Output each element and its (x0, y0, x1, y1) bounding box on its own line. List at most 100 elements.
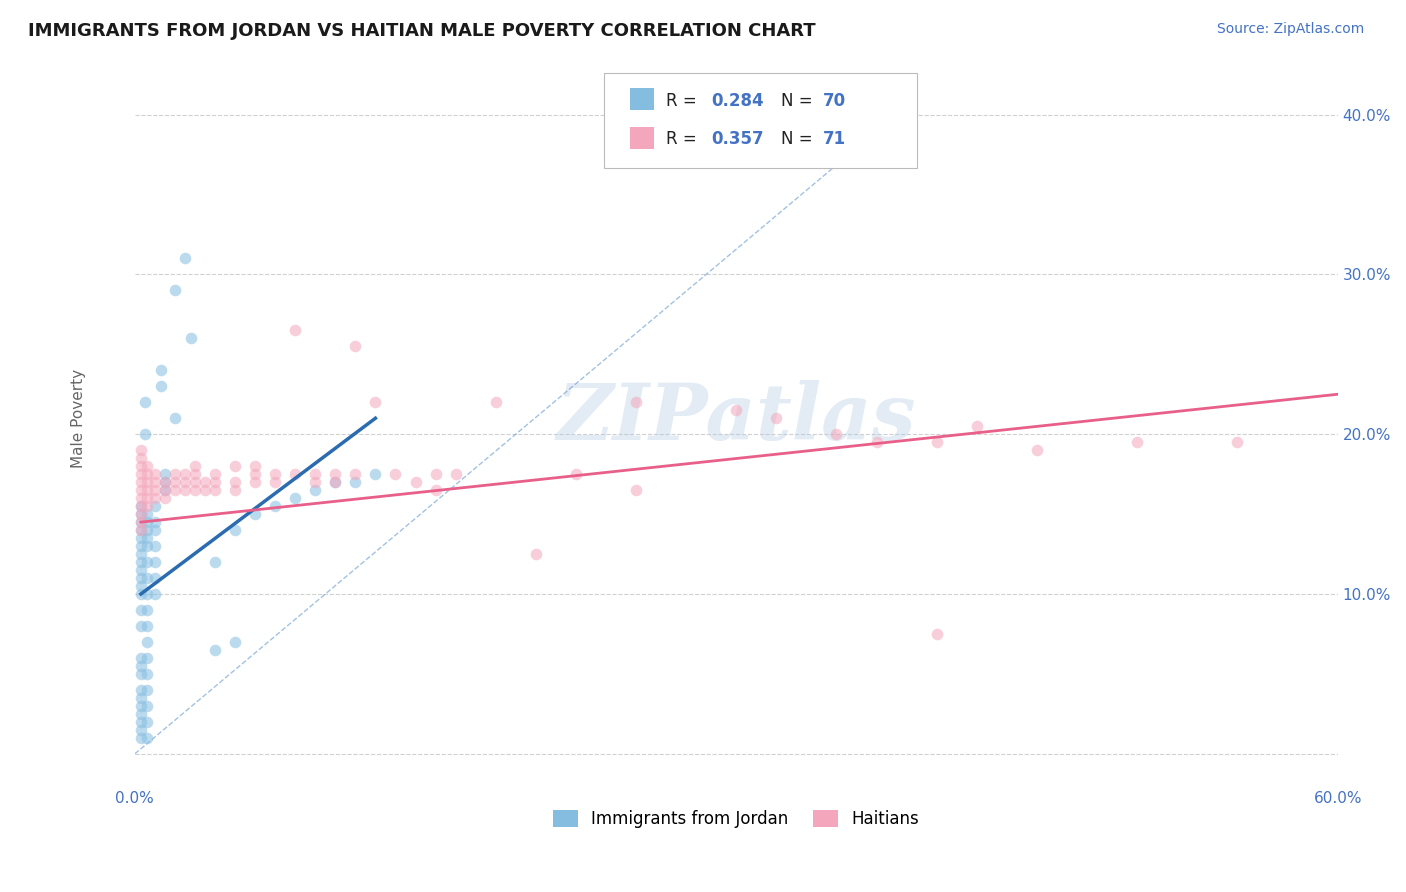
Point (129, 491, 152, 505)
Point (323, 475, 346, 490)
Point (163, 483, 186, 497)
Point (135, 515, 157, 529)
Point (224, 523, 246, 537)
Point (264, 475, 287, 490)
Point (624, 395, 647, 409)
Point (153, 475, 176, 490)
Point (1226, 435, 1249, 450)
Point (153, 475, 176, 490)
Point (224, 483, 246, 497)
Point (129, 507, 152, 521)
Point (425, 483, 447, 497)
Point (243, 507, 266, 521)
Point (284, 491, 307, 505)
Point (925, 435, 948, 450)
Point (149, 379, 172, 393)
Point (364, 467, 387, 482)
Point (129, 619, 152, 633)
Point (344, 475, 367, 490)
Point (129, 731, 152, 745)
Point (129, 714, 152, 729)
Point (135, 731, 157, 745)
Point (129, 523, 152, 537)
Point (129, 467, 152, 482)
Point (344, 339, 367, 353)
Point (135, 587, 157, 601)
Point (153, 483, 176, 497)
Point (524, 547, 547, 561)
Point (163, 411, 186, 425)
Point (129, 507, 152, 521)
Legend: Immigrants from Jordan, Haitians: Immigrants from Jordan, Haitians (544, 801, 928, 837)
Point (129, 587, 152, 601)
Point (143, 483, 166, 497)
Point (204, 475, 226, 490)
Point (143, 571, 166, 585)
Point (180, 331, 202, 345)
Point (129, 690, 152, 705)
Point (925, 627, 948, 641)
Point (304, 475, 326, 490)
Point (135, 491, 157, 505)
Point (129, 651, 152, 665)
Point (129, 698, 152, 713)
Point (966, 419, 988, 434)
Point (135, 459, 157, 474)
FancyBboxPatch shape (630, 127, 654, 149)
Point (143, 467, 166, 482)
Point (135, 467, 157, 482)
Point (143, 499, 166, 513)
Point (485, 395, 508, 409)
Point (264, 467, 287, 482)
Point (153, 467, 176, 482)
Point (143, 555, 166, 569)
Point (135, 714, 157, 729)
Point (323, 475, 346, 490)
Text: 71: 71 (823, 130, 846, 148)
Point (129, 499, 152, 513)
Text: ZIPatlas: ZIPatlas (557, 380, 915, 457)
Point (135, 507, 157, 521)
Point (129, 523, 152, 537)
Text: IMMIGRANTS FROM JORDAN VS HAITIAN MALE POVERTY CORRELATION CHART: IMMIGRANTS FROM JORDAN VS HAITIAN MALE P… (28, 22, 815, 40)
Point (174, 483, 197, 497)
Point (129, 499, 152, 513)
FancyBboxPatch shape (605, 73, 917, 169)
Point (425, 467, 447, 482)
Point (204, 555, 226, 569)
Point (1126, 435, 1149, 450)
Point (135, 555, 157, 569)
Point (129, 515, 152, 529)
Point (565, 467, 588, 482)
Point (135, 523, 157, 537)
Text: R =: R = (666, 92, 703, 110)
FancyBboxPatch shape (630, 88, 654, 111)
Point (143, 539, 166, 553)
Point (174, 475, 197, 490)
Point (184, 467, 207, 482)
Point (143, 523, 166, 537)
Point (224, 475, 246, 490)
Point (135, 651, 157, 665)
Point (243, 459, 266, 474)
Point (129, 579, 152, 593)
Point (153, 483, 176, 497)
Point (129, 563, 152, 577)
Point (134, 395, 156, 409)
Point (194, 475, 217, 490)
Point (135, 571, 157, 585)
Point (384, 467, 406, 482)
Point (129, 475, 152, 490)
Text: Source: ZipAtlas.com: Source: ZipAtlas.com (1216, 22, 1364, 37)
Point (143, 475, 166, 490)
Point (163, 284, 186, 298)
Point (129, 706, 152, 721)
Point (624, 483, 647, 497)
Text: 0.357: 0.357 (711, 130, 763, 148)
Y-axis label: Male Poverty: Male Poverty (72, 368, 86, 467)
Point (1026, 443, 1049, 458)
Point (134, 427, 156, 442)
Point (224, 459, 246, 474)
Point (204, 483, 226, 497)
Point (129, 483, 152, 497)
